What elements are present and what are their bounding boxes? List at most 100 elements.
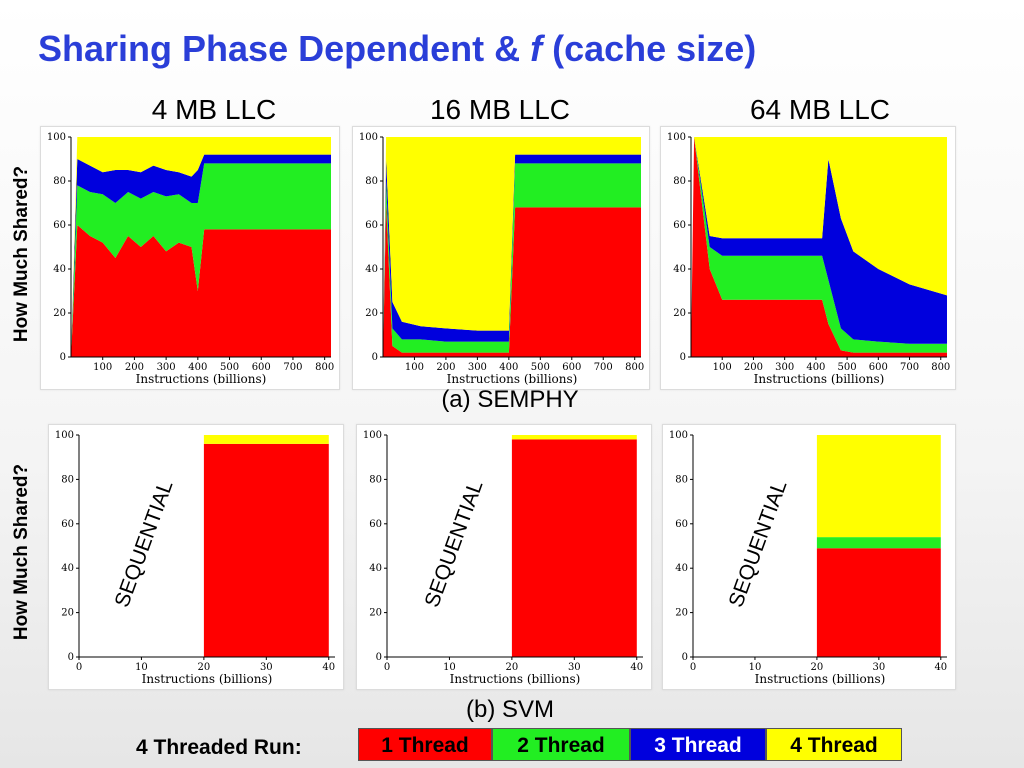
- caption-svm: (b) SVM: [465, 696, 554, 723]
- y-tick-label: 80: [673, 176, 686, 187]
- y-tick-label: 100: [363, 430, 382, 441]
- x-tick-label: 100: [405, 362, 424, 373]
- y-tick-label: 80: [675, 474, 688, 485]
- column-header-4mb: 4 MB LLC: [151, 94, 277, 125]
- x-tick-label: 700: [283, 362, 302, 373]
- area-1-thread: [511, 439, 637, 657]
- y-tick-label: 40: [673, 264, 686, 275]
- y-axis-label-svm: How Much Shared?: [11, 463, 32, 641]
- area-3-thread: [71, 154, 331, 357]
- area-1-thread: [71, 225, 331, 357]
- y-tick-label: 20: [673, 308, 686, 319]
- column-header-64mb: 64 MB LLC: [749, 94, 891, 125]
- y-tick-label: 80: [53, 176, 66, 187]
- area-2-thread: [816, 537, 941, 549]
- y-tick-label: 60: [675, 519, 688, 530]
- x-tick-label: 500: [531, 362, 550, 373]
- title-main: Sharing Phase Dependent &: [38, 28, 531, 69]
- title-f: f: [530, 28, 543, 69]
- x-axis-label: Instructions (billions): [136, 372, 267, 386]
- area-1-thread: [816, 548, 941, 657]
- y-tick-label: 100: [667, 132, 686, 143]
- x-tick-label: 400: [806, 362, 825, 373]
- x-axis-label: Instructions (billions): [755, 672, 886, 686]
- x-tick-label: 800: [315, 362, 334, 373]
- area-4-thread: [816, 435, 941, 538]
- x-tick-label: 200: [744, 362, 763, 373]
- y-tick-label: 40: [61, 563, 74, 574]
- legend-item-3-thread: 3 Thread: [630, 728, 766, 761]
- area-4-thread: [203, 435, 329, 444]
- y-tick-label: 0: [680, 352, 686, 363]
- area-1-thread: [203, 443, 329, 657]
- y-tick-label: 0: [372, 352, 378, 363]
- y-tick-label: 20: [675, 608, 688, 619]
- column-header-16mb: 16 MB LLC: [429, 94, 571, 125]
- y-tick-label: 0: [68, 652, 74, 663]
- legend-item-1-thread: 1 Thread: [358, 728, 492, 761]
- x-tick-label: 600: [252, 362, 271, 373]
- y-tick-label: 20: [369, 608, 382, 619]
- y-tick-label: 0: [682, 652, 688, 663]
- x-tick-label: 800: [931, 362, 950, 373]
- y-tick-label: 80: [369, 474, 382, 485]
- y-tick-label: 0: [376, 652, 382, 663]
- legend-item-4-thread: 4 Thread: [766, 728, 902, 761]
- y-tick-label: 60: [53, 220, 66, 231]
- x-tick-label: 700: [594, 362, 613, 373]
- x-tick-label: 100: [93, 362, 112, 373]
- chart-svm-4mb: 0 20 40 60 80 100 0 10 20 30 40 Instructions (billi…: [48, 424, 344, 690]
- x-tick-label: 20: [506, 662, 519, 673]
- x-tick-label: 0: [690, 662, 696, 673]
- x-tick-label: 20: [811, 662, 824, 673]
- y-tick-label: 0: [60, 352, 66, 363]
- x-tick-label: 100: [713, 362, 732, 373]
- y-tick-label: 40: [365, 264, 378, 275]
- chart-svm-64mb: 0 20 40 60 80 100 0 10 20 30 40 Instructions (billi…: [662, 424, 956, 690]
- x-tick-label: 300: [468, 362, 487, 373]
- y-tick-label: 20: [365, 308, 378, 319]
- area-1-thread: [691, 137, 947, 357]
- x-tick-label: 30: [260, 662, 273, 673]
- x-tick-label: 10: [749, 662, 762, 673]
- y-tick-label: 40: [369, 563, 382, 574]
- x-tick-label: 600: [562, 362, 581, 373]
- chart-svm-16mb: 0 20 40 60 80 100 0 10 20 30 40 Instructions (billi…: [356, 424, 652, 690]
- x-tick-label: 700: [900, 362, 919, 373]
- x-tick-label: 300: [157, 362, 176, 373]
- x-tick-label: 30: [872, 662, 885, 673]
- y-tick-label: 60: [369, 519, 382, 530]
- area-4-thread: [71, 137, 331, 357]
- x-axis-label: Instructions (billions): [447, 372, 578, 386]
- y-tick-label: 60: [673, 220, 686, 231]
- x-tick-label: 400: [499, 362, 518, 373]
- x-tick-label: 500: [838, 362, 857, 373]
- y-tick-label: 60: [365, 220, 378, 231]
- y-tick-label: 80: [365, 176, 378, 187]
- legend-item-2-thread: 2 Thread: [492, 728, 630, 761]
- y-tick-label: 100: [359, 132, 378, 143]
- y-tick-label: 60: [61, 519, 74, 530]
- area-2-thread: [383, 163, 641, 357]
- x-tick-label: 20: [198, 662, 211, 673]
- legend-label: 4 Threaded Run:: [136, 736, 302, 759]
- y-tick-label: 100: [47, 132, 66, 143]
- legend: 1 Thread 2 Thread 3 Thread 4 Thread: [358, 728, 902, 761]
- x-tick-label: 400: [188, 362, 207, 373]
- y-tick-label: 20: [53, 308, 66, 319]
- x-tick-label: 40: [934, 662, 947, 673]
- y-tick-label: 100: [55, 430, 74, 441]
- y-tick-label: 80: [61, 474, 74, 485]
- y-tick-label: 100: [669, 430, 688, 441]
- x-axis-label: Instructions (billions): [142, 672, 273, 686]
- x-tick-label: 300: [775, 362, 794, 373]
- area-4-thread: [511, 435, 637, 440]
- area-3-thread: [383, 154, 641, 357]
- x-tick-label: 200: [125, 362, 144, 373]
- x-tick-label: 600: [869, 362, 888, 373]
- area-4-thread: [383, 137, 641, 357]
- x-tick-label: 200: [436, 362, 455, 373]
- x-tick-label: 500: [220, 362, 239, 373]
- y-axis-label-semphy: How Much Shared?: [11, 165, 32, 343]
- y-tick-label: 20: [61, 608, 74, 619]
